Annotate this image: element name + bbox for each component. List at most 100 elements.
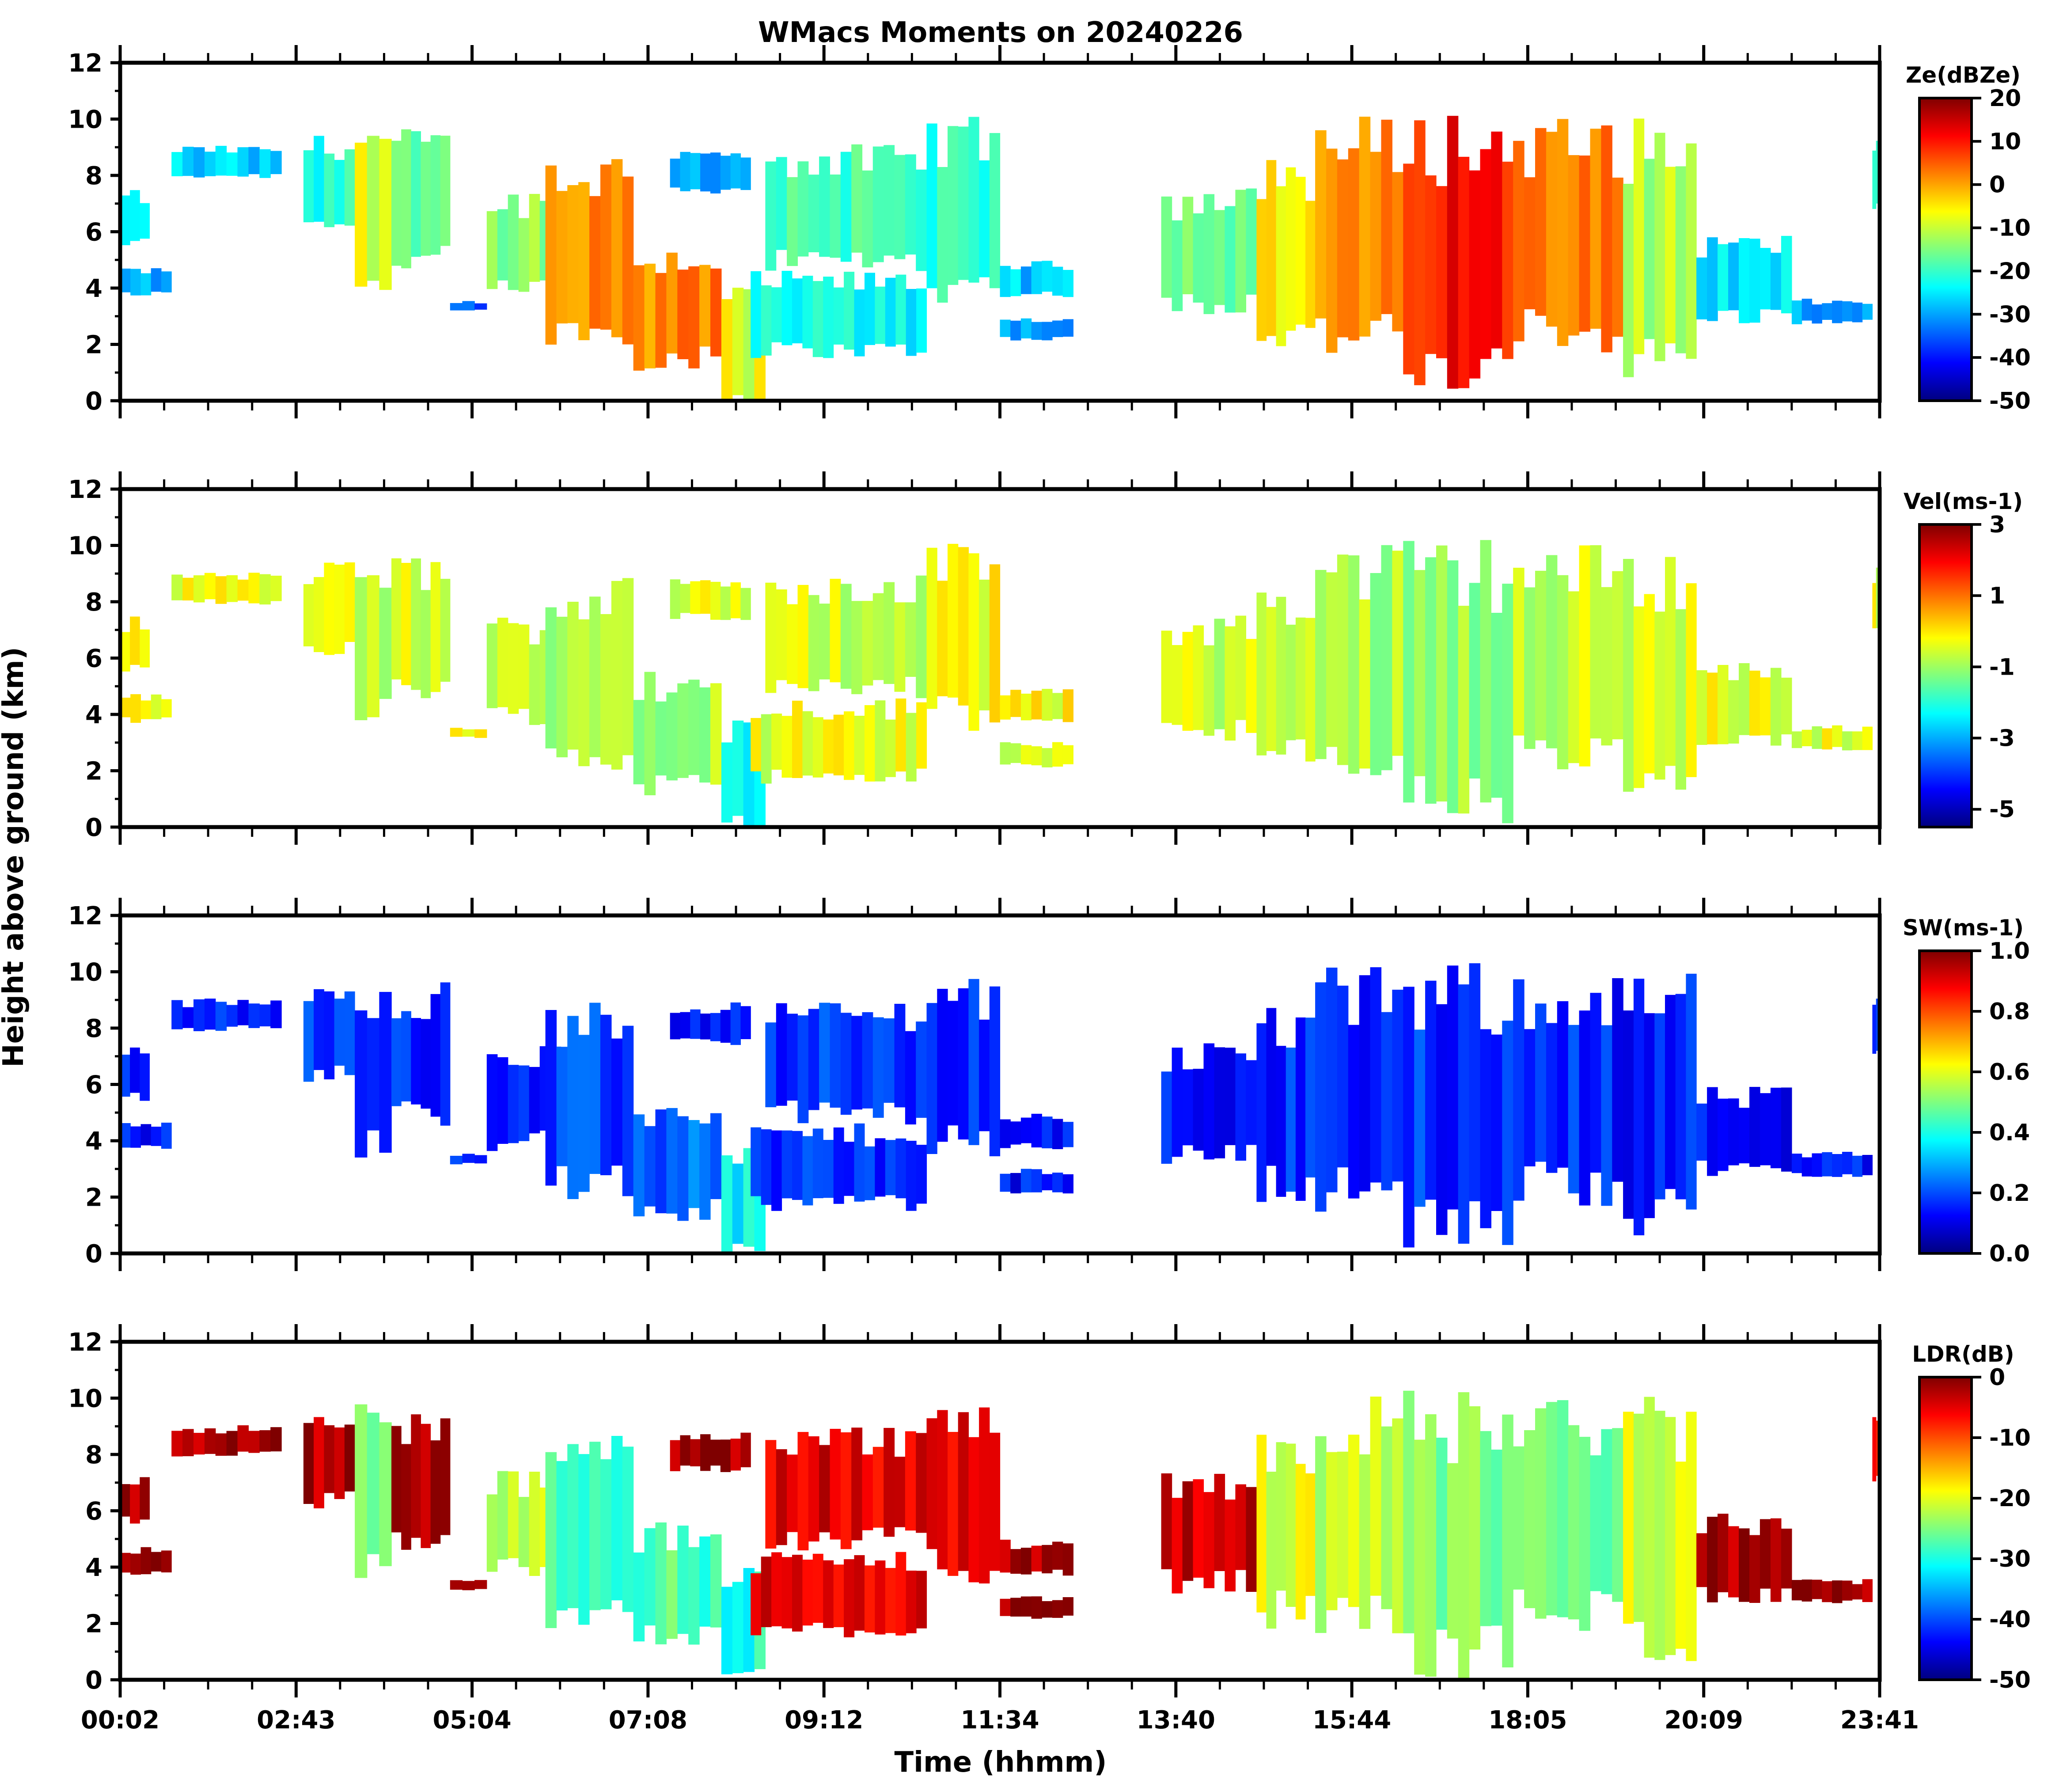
cloud-column <box>1557 575 1569 770</box>
cloud-cell <box>355 575 392 721</box>
cloud-column <box>474 729 487 738</box>
cloud-column <box>948 1432 959 1576</box>
cloud-column <box>792 1131 803 1200</box>
x-tick-label: 11:34 <box>960 1706 1039 1735</box>
cloud-column <box>1791 1154 1802 1173</box>
cloud-column <box>1286 1048 1296 1192</box>
cloud-column <box>1031 1596 1042 1619</box>
cloud-column <box>486 1054 498 1151</box>
cloud-column <box>1235 190 1246 313</box>
cloud-column <box>1469 583 1481 779</box>
cloud-column <box>1623 1010 1634 1219</box>
cloud-column <box>862 1012 873 1109</box>
cloud-cell <box>1000 742 1073 767</box>
cloud-column <box>1276 1046 1286 1197</box>
cloud-column <box>1513 140 1524 342</box>
y-tick-label: 4 <box>85 274 102 303</box>
cloud-column <box>765 582 777 693</box>
panel-reflectivity: 0 2 4 6 8 10 12 Ze(dBZe)20 10 0 -10 -20 -30 -40 -50 <box>68 45 2031 418</box>
cloud-column <box>1590 1455 1601 1591</box>
cloud-column <box>1469 963 1481 1201</box>
colorbar-tick-label: -5 <box>1989 797 2015 823</box>
cloud-column <box>1286 624 1296 740</box>
y-axis-label: Height above ground (km) <box>0 647 30 1067</box>
cloud-column <box>781 1557 793 1629</box>
cloud-column <box>797 585 809 688</box>
cloud-column <box>823 719 834 774</box>
cloud-column <box>895 699 906 772</box>
cloud-column <box>1000 742 1011 765</box>
cloud-column <box>633 1552 645 1642</box>
cloud-column <box>1000 1119 1011 1148</box>
cloud-column <box>1203 1492 1215 1588</box>
cloud-column <box>1276 596 1286 755</box>
cloud-column <box>905 154 916 255</box>
colorbar-tick-label: -40 <box>1989 345 2031 371</box>
cloud-column <box>1665 167 1676 344</box>
cloud-cell <box>1315 545 1403 775</box>
cloud-cell <box>1000 1539 1073 1576</box>
y-tick-label: 0 <box>85 1666 102 1695</box>
cloud-column <box>1524 1029 1536 1166</box>
cloud-column <box>854 1555 865 1631</box>
cloud-column <box>1852 1584 1863 1600</box>
cloud-column <box>1295 1017 1306 1201</box>
cloud-column <box>204 573 216 600</box>
cloud-column <box>1337 159 1349 338</box>
x-tick-label: 13:40 <box>1137 1706 1215 1735</box>
cloud-column <box>633 265 645 371</box>
cloud-column <box>589 1002 601 1174</box>
x-tick-label: 09:12 <box>785 1706 863 1735</box>
cloud-column <box>916 288 927 353</box>
cloud-column <box>1862 304 1873 320</box>
cloud-cell <box>1000 1596 1073 1619</box>
cloud-column <box>808 175 819 252</box>
cloud-column <box>1568 1425 1580 1620</box>
cloud-column <box>680 152 690 191</box>
cloud-column <box>367 575 379 718</box>
cloud-column <box>193 575 205 603</box>
cloud-column <box>812 1128 823 1198</box>
cloud-column <box>1042 1116 1053 1149</box>
cloud-cell <box>926 979 1001 1157</box>
cloud-column <box>140 629 150 668</box>
cloud-column <box>1812 726 1822 749</box>
cloud-column <box>1728 680 1739 744</box>
colorbar-tick-label: -20 <box>1989 258 2031 285</box>
cloud-column <box>1469 170 1481 379</box>
cloud-cell <box>1513 119 1623 353</box>
cloud-column <box>700 153 711 192</box>
cloud-column <box>776 1003 787 1106</box>
cloud-column <box>885 277 896 347</box>
y-tick-label: 10 <box>68 958 102 987</box>
cloud-column <box>771 714 782 770</box>
colorbar-tick-label: 0.0 <box>1989 1241 2030 1267</box>
cloud-column <box>518 1065 530 1141</box>
cloud-column <box>666 252 678 354</box>
cloud-column <box>872 1447 884 1528</box>
cloud-column <box>823 1560 834 1628</box>
cloud-column <box>1644 594 1655 774</box>
cloud-column <box>140 1124 152 1146</box>
cloud-column <box>1801 299 1813 321</box>
cloud-column <box>787 604 798 684</box>
cloud-column <box>677 1116 689 1221</box>
cloud-column <box>1801 729 1813 746</box>
cloud-column <box>1480 1431 1491 1626</box>
cloud-column <box>226 152 238 176</box>
cloud-cell <box>120 1048 150 1101</box>
cloud-column <box>355 1010 368 1158</box>
cloud-column <box>1579 1437 1591 1631</box>
cloud-column <box>334 1427 345 1499</box>
cloud-column <box>1052 1600 1063 1618</box>
cloud-column <box>699 1123 711 1220</box>
colorbar <box>1918 97 1973 402</box>
cloud-column <box>120 1553 131 1573</box>
cloud-column <box>578 619 590 767</box>
cloud-column <box>948 543 959 698</box>
cloud-cell <box>303 136 355 228</box>
cloud-column <box>1305 618 1316 762</box>
cloud-column <box>440 982 451 1126</box>
cloud-column <box>622 176 634 345</box>
cloud-column <box>303 150 314 223</box>
